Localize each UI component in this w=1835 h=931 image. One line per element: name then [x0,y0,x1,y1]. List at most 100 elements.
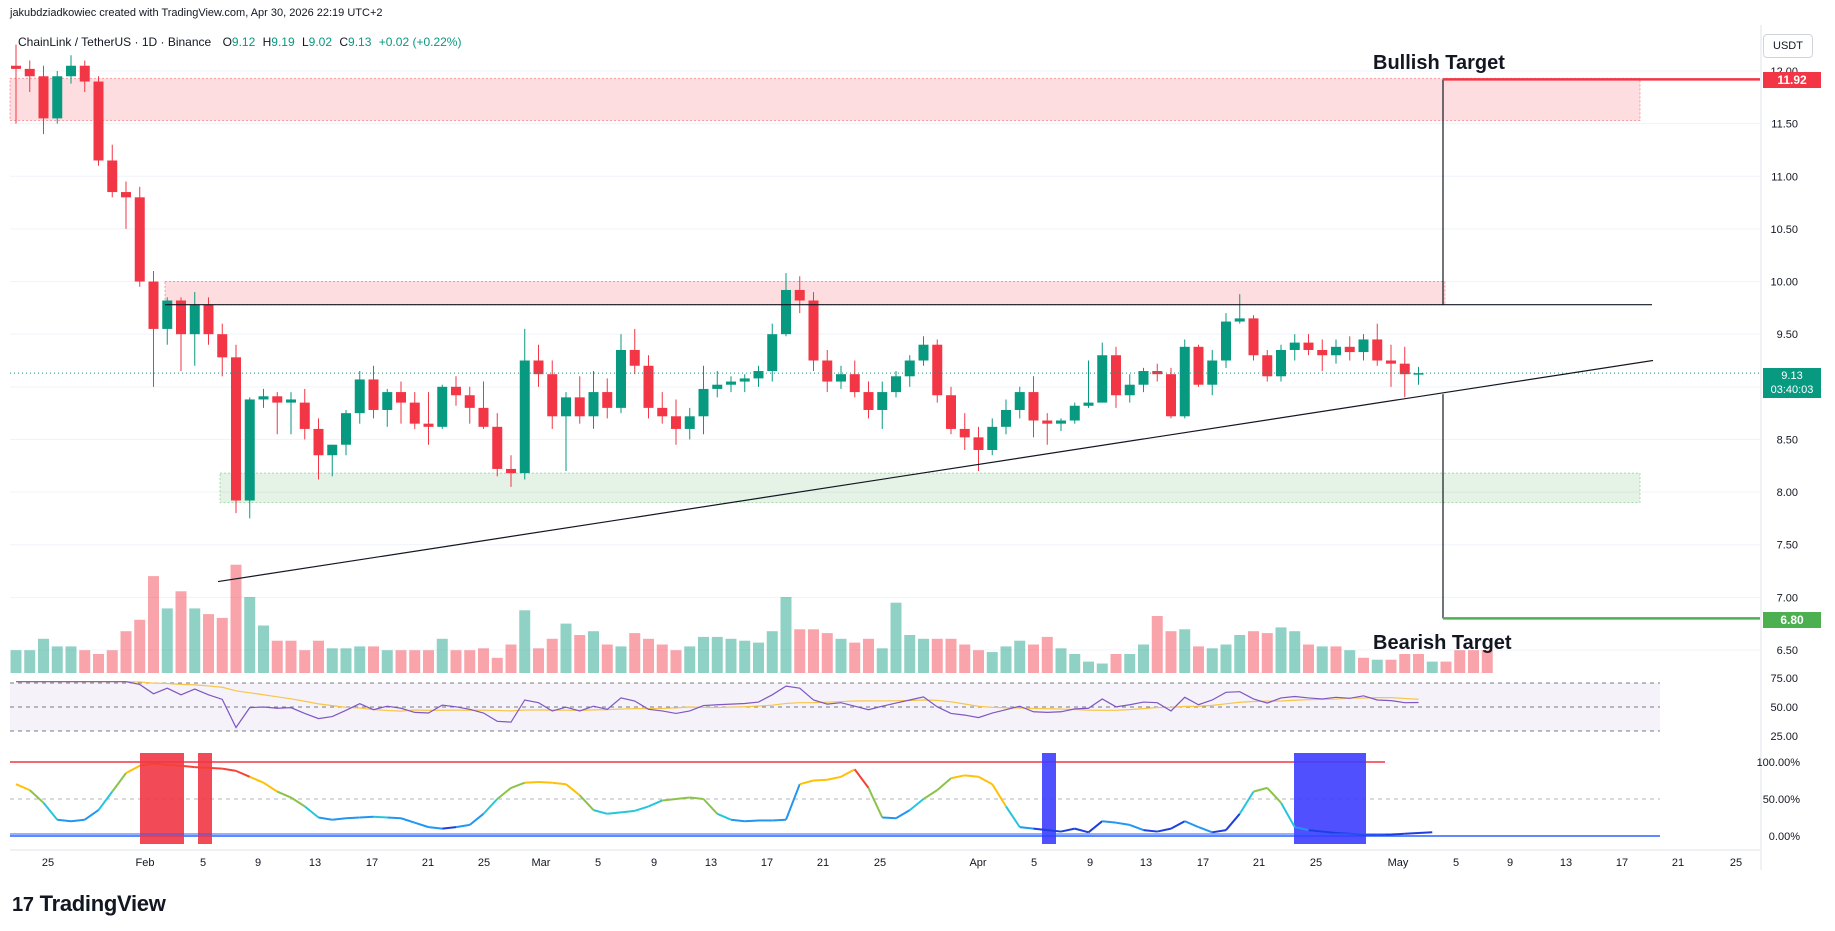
candle-body [176,300,186,335]
time-tick-label: 25 [478,857,490,869]
volume-bar [258,625,269,673]
bearish-target-label: Bearish Target [1373,632,1512,654]
candle-body [1289,342,1300,350]
osc-line-segment [496,787,512,800]
candle-body [107,160,118,193]
volume-bar [1220,644,1232,673]
candle-body [1001,409,1011,427]
candle-body [918,344,929,361]
osc-line-segment [373,815,388,819]
volume-bar [1289,631,1301,673]
volume-bar [739,640,751,673]
volume-bar [863,638,874,673]
tradingview-logo[interactable]: 17 TradingView [12,891,166,917]
close-value: 9.13 [348,35,372,49]
candle-body [1276,349,1286,377]
volume-bar [491,657,503,673]
candle-body [148,281,159,329]
candle-body [849,374,860,393]
volume-bar [354,646,366,673]
bearish-target-price-tag: 6.80 [1763,612,1821,628]
price-tick-label: 8.50 [1777,434,1798,446]
rsi-tick-label: 75.00 [1770,673,1798,685]
volume-bar [244,597,256,673]
volume-bar [1000,646,1012,673]
volume-bar [1426,661,1438,673]
candle-body [726,381,736,385]
last-price-value: 9.13 [1781,370,1803,382]
volume-bar [1234,635,1246,673]
osc-line-segment [1418,831,1433,835]
osc-line-segment [552,781,567,786]
osc-line-segment [840,768,856,778]
osc-line-segment [1102,820,1117,824]
candle-body [616,349,626,408]
candle-body [602,392,613,408]
volume-bar [161,608,173,673]
candle-body [698,388,709,417]
time-tick-label: Feb [136,857,155,869]
rsi-line [16,681,1419,729]
candle-body [217,334,228,358]
candle-body [327,444,338,456]
symbol-legend[interactable]: ChainLink / TetherUS · 1D · Binance O9.1… [18,35,461,49]
osc-line-segment [208,766,223,770]
candle-body [574,397,585,417]
osc-line-segment [922,789,938,800]
time-tick-label: 21 [817,857,829,869]
volume-bar [1083,661,1094,673]
volume-bar [271,640,283,673]
candle-body [52,76,63,119]
candle-body [1056,420,1066,424]
osc-line-segment [991,783,1007,807]
volume-bar [464,650,476,673]
price-tick-label: 7.50 [1777,540,1798,552]
volume-bar [1014,640,1026,673]
change-value: +0.02 (+0.22%) [378,35,462,49]
osc-line-segment [579,794,595,811]
osc-line-segment [428,826,443,830]
volume-bar [120,631,132,673]
volume-bar [849,642,861,673]
volume-bar [189,608,201,673]
volume-bar [1413,654,1424,673]
candle-body [189,304,200,335]
currency-button[interactable]: USDT [1763,34,1813,58]
volume-bar [588,631,599,673]
volume-bar [1481,650,1493,673]
volume-bar [986,652,998,673]
supply-demand-zones [9,77,1641,504]
candle-body [533,360,544,375]
candle-body [1358,339,1369,353]
candle-body [519,360,530,474]
candle-body [1042,420,1053,424]
attribution-text: jakubdziadkowiec created with TradingVie… [10,7,383,19]
volume-bar [106,650,118,673]
osc-line-segment [222,767,237,772]
candle-body [1234,318,1245,322]
candle-body [1303,342,1314,350]
candle-body [1344,346,1355,353]
candle-body [794,289,805,301]
osc-line-segment [799,779,814,786]
price-tick-label: 10.00 [1770,277,1798,289]
time-axis[interactable]: 25 Feb 5 9 13 17 21 25 Mar 5 9 13 17 21 25 Apr 5 9 13 17 21 2… [10,849,1760,869]
candle-body [588,392,599,417]
volume-bar [574,635,586,673]
candle-body [286,399,296,403]
candle-body [684,416,695,429]
volume-bar [79,650,91,673]
osc-line-segment [139,762,154,767]
osc-line-segment [1198,826,1213,834]
osc-line-segment [235,769,251,778]
chart-grid [10,70,1760,651]
volume-bar [381,650,393,673]
volume-bar [1275,627,1287,673]
osc-line-segment [1308,829,1323,833]
rsi-tick-label: 25.00 [1770,731,1798,743]
price-axis[interactable]: 6.507.007.508.008.509.009.5010.0010.5011… [1760,25,1798,870]
volume-bar [93,654,104,673]
candle-body [1014,392,1025,410]
osc-line-segment [359,815,374,819]
